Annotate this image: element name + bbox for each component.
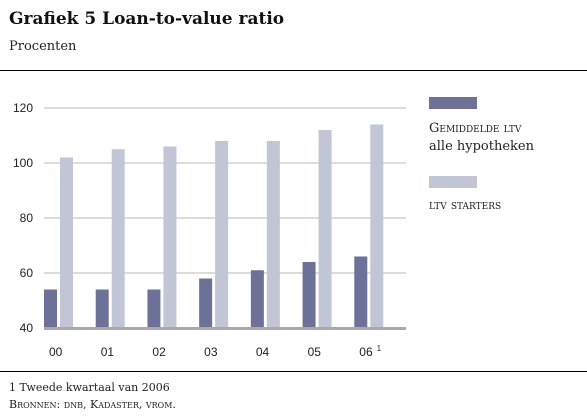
- bar-ltv-starters-06: [370, 124, 384, 327]
- x-tick-label: 04: [256, 345, 270, 359]
- bar-ltv-starters-05: [318, 130, 332, 327]
- y-tick-label: 100: [13, 156, 33, 170]
- y-tick-label: 80: [20, 211, 34, 225]
- x-tick-label: 02: [152, 345, 166, 359]
- bar-chart: 40 60 80 100 120 00 01 02 03 04 05 06 1: [13, 101, 406, 359]
- x-tick-label: 06 1: [359, 344, 381, 359]
- bars: [44, 124, 384, 327]
- x-tick-label: 00: [49, 345, 63, 359]
- bar-avg-ltv-05: [302, 262, 316, 327]
- bar-avg-ltv-03: [199, 278, 213, 327]
- y-axis-labels: 40 60 80 100 120: [13, 101, 33, 335]
- header-rule: [0, 70, 587, 71]
- x-tick-label: 01: [101, 345, 115, 359]
- footnote-sources: Bronnen: dnb, Kadaster, vrom.: [9, 398, 176, 411]
- bar-avg-ltv-04: [250, 270, 264, 327]
- legend-label-ltv-starters: ltv starters: [429, 198, 502, 213]
- x-tick-label: 05: [308, 345, 322, 359]
- bar-ltv-starters-02: [163, 146, 177, 327]
- bar-ltv-starters-03: [215, 141, 229, 327]
- bar-ltv-starters-01: [111, 149, 125, 327]
- bar-ltv-starters-00: [60, 157, 73, 327]
- legend-label-avg-ltv-line2: alle hypotheken: [429, 139, 534, 154]
- page-subtitle: Procenten: [9, 39, 77, 54]
- x-axis-baseline: [44, 327, 406, 330]
- bar-avg-ltv-06: [354, 256, 368, 327]
- bar-avg-ltv-01: [95, 289, 109, 327]
- footnote-1: 1 Tweede kwartaal van 2006: [9, 381, 170, 394]
- legend-label-avg-ltv: Gemiddelde ltv: [429, 121, 522, 136]
- y-tick-label: 40: [20, 321, 34, 335]
- bar-ltv-starters-04: [266, 141, 280, 327]
- x-axis-labels: 00 01 02 03 04 05 06 1: [49, 344, 382, 359]
- footer-rule: [0, 371, 587, 372]
- page-title: Grafiek 5 Loan-to-value ratio: [9, 9, 285, 29]
- legend-swatch-ltv-starters: [429, 176, 477, 188]
- bar-avg-ltv-00: [44, 289, 57, 327]
- x-tick-label: 03: [204, 345, 218, 359]
- legend-swatch-avg-ltv: [429, 97, 477, 109]
- bar-avg-ltv-02: [147, 289, 161, 327]
- y-tick-label: 120: [13, 101, 33, 115]
- y-tick-label: 60: [20, 266, 34, 280]
